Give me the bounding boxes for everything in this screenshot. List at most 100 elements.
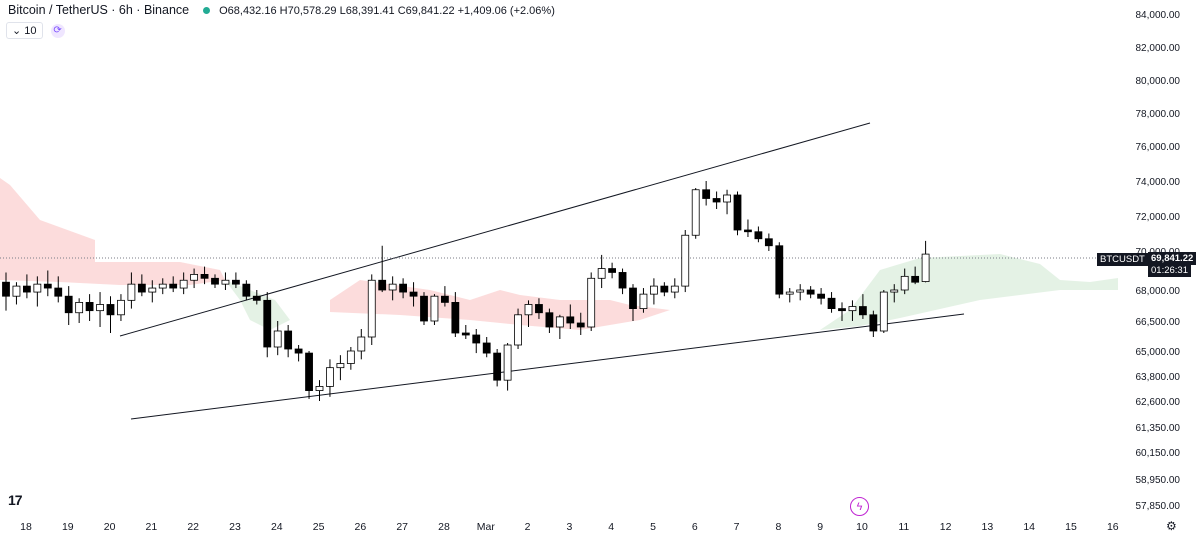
time-axis-label: 9 bbox=[817, 521, 823, 533]
time-axis-label: 15 bbox=[1065, 521, 1077, 533]
price-axis-label: 76,000.00 bbox=[1136, 142, 1181, 153]
candle-body bbox=[137, 283, 146, 293]
candle-body bbox=[451, 301, 460, 334]
candle-body bbox=[127, 283, 136, 301]
candle-body bbox=[629, 287, 637, 309]
candle-body bbox=[723, 194, 731, 203]
symbol-title[interactable]: Bitcoin / TetherUS · 6h · Binance bbox=[8, 3, 190, 17]
time-axis-label: 14 bbox=[1023, 521, 1035, 533]
candle-body bbox=[879, 291, 888, 332]
candle-body bbox=[618, 272, 627, 289]
tradingview-logo-icon[interactable]: 17 bbox=[8, 492, 23, 508]
candle-body bbox=[785, 291, 794, 295]
candle-body bbox=[388, 283, 397, 291]
candle-body bbox=[2, 281, 10, 297]
candle-body bbox=[158, 283, 167, 289]
candle-body bbox=[43, 283, 52, 289]
chevron-down-icon[interactable]: ⌄ bbox=[12, 25, 22, 37]
time-axis-label: 22 bbox=[187, 521, 199, 533]
time-axis-label: 18 bbox=[20, 521, 32, 533]
candle-body bbox=[702, 189, 711, 199]
candle-body bbox=[838, 308, 846, 312]
price-axis-label: 62,600.00 bbox=[1136, 397, 1181, 408]
candle-body bbox=[96, 304, 104, 312]
price-axis-label: 61,350.00 bbox=[1136, 423, 1181, 434]
candle-body bbox=[169, 283, 178, 289]
time-axis-label: 25 bbox=[313, 521, 325, 533]
candle-body bbox=[681, 234, 690, 287]
indicator-value: 10 bbox=[24, 25, 37, 37]
time-axis-label: 27 bbox=[396, 521, 408, 533]
candle-body bbox=[378, 279, 387, 291]
time-axis-label: 13 bbox=[982, 521, 994, 533]
cloud-bearish bbox=[0, 178, 225, 285]
candle-body bbox=[524, 304, 533, 316]
candle-body bbox=[357, 336, 366, 352]
candle-body bbox=[367, 279, 376, 338]
price-axis-label: 63,800.00 bbox=[1136, 372, 1181, 383]
time-axis-label: 23 bbox=[229, 521, 241, 533]
candle-body bbox=[85, 301, 94, 312]
candle-body bbox=[326, 367, 334, 387]
refresh-icon[interactable]: ⟳ bbox=[50, 23, 65, 38]
candle-body bbox=[921, 253, 930, 282]
candle-body bbox=[33, 283, 42, 293]
candle-body bbox=[587, 277, 596, 328]
time-axis-label: Mar bbox=[477, 521, 496, 533]
time-axis-label: 7 bbox=[734, 521, 740, 533]
candle-body bbox=[22, 285, 31, 293]
time-axis-label: 26 bbox=[355, 521, 367, 533]
market-status-icon bbox=[202, 6, 210, 14]
candle-body bbox=[294, 348, 303, 354]
gear-icon[interactable]: ⚙ bbox=[1166, 519, 1177, 533]
time-axis-label: 24 bbox=[271, 521, 283, 533]
ohlc-values: O68,432.16 H70,578.29 L68,391.41 C69,841… bbox=[219, 5, 555, 17]
time-axis-label: 10 bbox=[856, 521, 868, 533]
trendline-upper[interactable] bbox=[119, 122, 871, 337]
candle-body bbox=[54, 287, 63, 297]
candle-body bbox=[179, 279, 188, 289]
price-tag-symbol: BTCUSDT bbox=[1097, 253, 1148, 266]
time-axis-label: 11 bbox=[898, 521, 909, 533]
price-axis-label: 78,000.00 bbox=[1136, 109, 1181, 120]
symbol-header[interactable]: Bitcoin / TetherUS · 6h · Binance O68,43… bbox=[8, 3, 555, 17]
candle-body bbox=[231, 279, 240, 285]
candle-body bbox=[775, 245, 784, 295]
candle-body bbox=[597, 268, 606, 279]
candle-body bbox=[555, 316, 564, 328]
candle-body bbox=[503, 344, 512, 381]
candle-body bbox=[190, 273, 199, 281]
time-axis-label: 4 bbox=[608, 521, 614, 533]
cloud-bullish bbox=[820, 254, 1118, 330]
candle-body bbox=[399, 283, 408, 293]
candle-body bbox=[493, 352, 502, 381]
candle-body bbox=[315, 386, 324, 391]
candle-body bbox=[900, 275, 909, 291]
candle-body bbox=[890, 289, 899, 293]
candle-body bbox=[346, 350, 355, 364]
candle-body bbox=[566, 316, 575, 324]
time-axis-label: 6 bbox=[692, 521, 698, 533]
time-axis[interactable]: 18 19 20 21 22 23 24 25 26 27 28 Mar 2 3 4 5 6 7 8 9 10 11 12 1… bbox=[20, 521, 1119, 533]
ichimoku-cloud bbox=[0, 178, 1118, 330]
time-axis-label: 28 bbox=[438, 521, 450, 533]
price-axis-label: 80,000.00 bbox=[1136, 76, 1181, 87]
candle-body bbox=[712, 198, 721, 203]
candle-body bbox=[64, 295, 73, 314]
time-axis-label: 8 bbox=[775, 521, 781, 533]
time-axis-label: 5 bbox=[650, 521, 656, 533]
candle-body bbox=[263, 299, 272, 348]
candle-body bbox=[336, 363, 345, 369]
candle-body bbox=[284, 330, 293, 350]
time-axis-label: 16 bbox=[1107, 521, 1119, 533]
candle-body bbox=[12, 285, 21, 297]
trendline-lower[interactable] bbox=[130, 313, 965, 420]
lightning-icon[interactable]: ϟ bbox=[850, 497, 869, 516]
candle-body bbox=[535, 304, 543, 314]
price-tag-countdown: 01:26:31 bbox=[1148, 264, 1191, 277]
indicator-toggle[interactable]: ⌄ 10 bbox=[6, 22, 43, 39]
cloud-bullish bbox=[225, 280, 290, 330]
candle-body bbox=[754, 231, 763, 240]
candle-body bbox=[733, 194, 742, 231]
